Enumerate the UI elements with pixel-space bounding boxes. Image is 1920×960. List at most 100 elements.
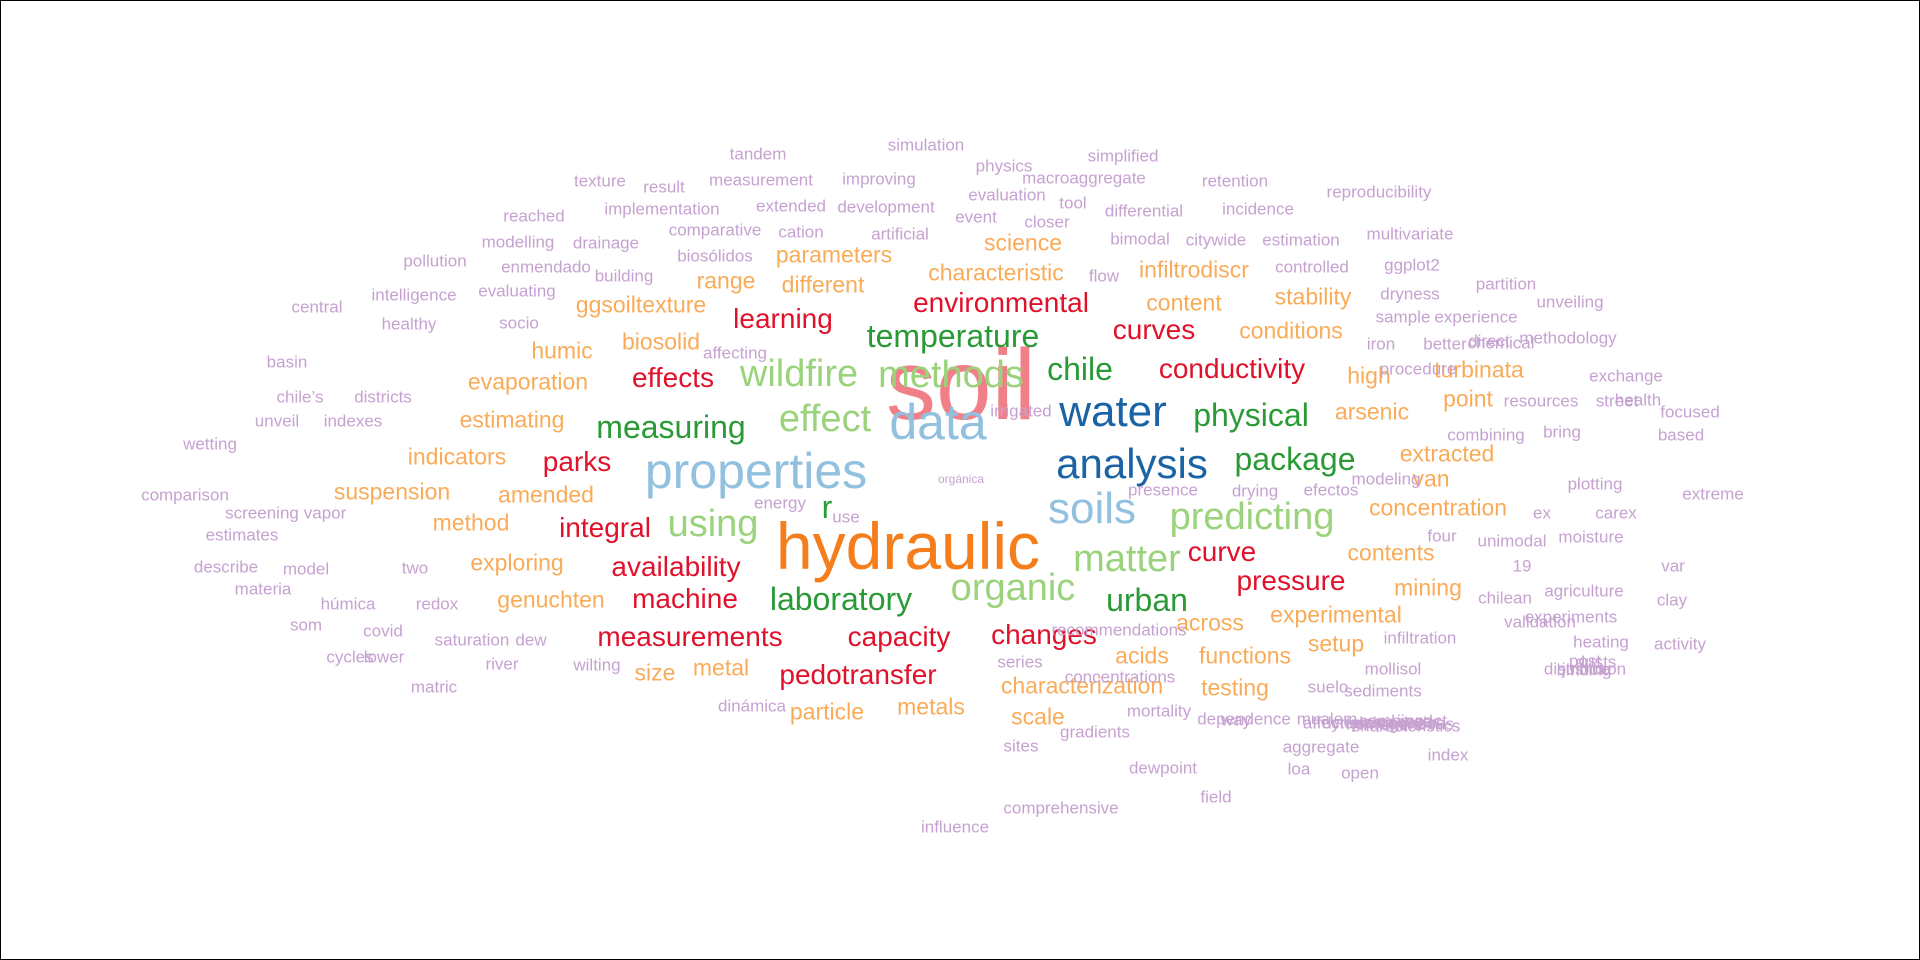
word: drying: [1231, 481, 1279, 501]
word: lower: [363, 647, 405, 667]
word: two: [401, 558, 429, 578]
word: entire: [1380, 715, 1424, 735]
word: unveil: [254, 411, 300, 431]
word: extreme: [1682, 484, 1744, 504]
word: conductivity: [1158, 353, 1306, 384]
word: multivariate: [1366, 224, 1454, 244]
word: unveiling: [1536, 292, 1604, 312]
word: validation: [1504, 612, 1576, 632]
word: dependence: [1197, 709, 1291, 729]
word: method: [432, 509, 510, 536]
word: agriculture: [1544, 581, 1624, 601]
word: dew: [515, 630, 547, 650]
word: incidence: [1222, 199, 1294, 219]
word: districts: [354, 387, 412, 407]
word: science: [984, 229, 1062, 256]
word: evaluating: [478, 281, 556, 301]
word: cation: [778, 222, 824, 242]
word: event: [955, 207, 997, 227]
word: effect: [778, 398, 872, 440]
word: indicators: [407, 443, 507, 470]
word: mollisol: [1364, 659, 1422, 679]
word: characteristic: [928, 259, 1064, 286]
word: building: [594, 266, 654, 286]
word: chemical: [1467, 333, 1535, 353]
word: irrigated: [990, 401, 1052, 421]
word: intelligence: [371, 285, 457, 305]
word: vapor: [303, 503, 347, 523]
word: physics: [975, 156, 1033, 176]
word: saturation: [434, 630, 510, 650]
word: aggregate: [1282, 737, 1360, 757]
word: carex: [1595, 503, 1637, 523]
word: citywide: [1185, 230, 1247, 250]
word: environmental: [913, 287, 1089, 318]
word: resources: [1503, 391, 1579, 411]
word: closer: [1024, 212, 1070, 232]
word: concentrations: [1064, 667, 1176, 687]
word: affected: [1302, 713, 1364, 733]
word: capacity: [847, 621, 951, 652]
word: binding: [1556, 660, 1612, 680]
word: conditions: [1239, 317, 1343, 344]
word: use: [832, 507, 860, 527]
word: wetting: [183, 434, 237, 454]
word: amended: [498, 481, 594, 508]
word: soils: [1047, 484, 1137, 533]
word: flow: [1088, 266, 1120, 286]
word: humic: [531, 337, 593, 364]
word: var: [1661, 556, 1685, 576]
word: analysis: [1056, 440, 1208, 487]
word: learning: [733, 303, 833, 334]
word: river: [485, 654, 519, 674]
word: infiltration: [1383, 628, 1457, 648]
word: matter: [1073, 538, 1181, 580]
word: mualem: [1296, 709, 1358, 729]
word: heating: [1573, 632, 1629, 652]
word: curve: [1187, 536, 1257, 567]
word: bimodal: [1110, 229, 1170, 249]
word: enmendado: [501, 257, 591, 277]
word: data: [889, 394, 987, 450]
word: procedure: [1379, 359, 1457, 379]
word: testing: [1201, 674, 1269, 701]
word: indexes: [323, 411, 383, 431]
word: macroaggregate: [1022, 168, 1146, 188]
word: dryness: [1380, 284, 1440, 304]
word: plotting: [1567, 474, 1623, 494]
word: orgánica: [937, 472, 985, 486]
word: chile: [1047, 351, 1113, 387]
word: tool: [1059, 193, 1087, 213]
word: high: [1347, 362, 1391, 389]
word: loa: [1287, 759, 1311, 779]
word: efectos: [1303, 480, 1359, 500]
word: curves: [1112, 314, 1196, 345]
word: measuring: [596, 409, 746, 445]
word: describe: [193, 557, 259, 577]
word: content: [1146, 289, 1222, 316]
word: extended: [756, 196, 826, 216]
word: measurements: [597, 621, 783, 652]
word: propiedades: [1351, 713, 1445, 733]
word: iron: [1366, 334, 1396, 354]
word: extracted: [1399, 440, 1495, 467]
word: sediments: [1344, 681, 1422, 701]
word: comprehensive: [1003, 798, 1119, 818]
word: biosolid: [622, 328, 700, 355]
word: energy: [754, 493, 806, 513]
word: physical: [1193, 397, 1309, 433]
word: using: [667, 503, 759, 545]
word: contents: [1347, 539, 1435, 566]
word: wilting: [573, 655, 621, 675]
word: som: [289, 615, 323, 635]
word: temperature: [866, 318, 1040, 354]
word: mortality: [1126, 701, 1192, 721]
word: distribution: [1543, 659, 1627, 679]
word: covid: [363, 621, 403, 641]
word: r: [821, 489, 833, 525]
word: mining: [1394, 574, 1462, 601]
word: modeling: [1351, 469, 1421, 489]
word: genuchten: [497, 586, 605, 613]
word: size: [634, 659, 676, 686]
word: way: [1220, 710, 1252, 730]
